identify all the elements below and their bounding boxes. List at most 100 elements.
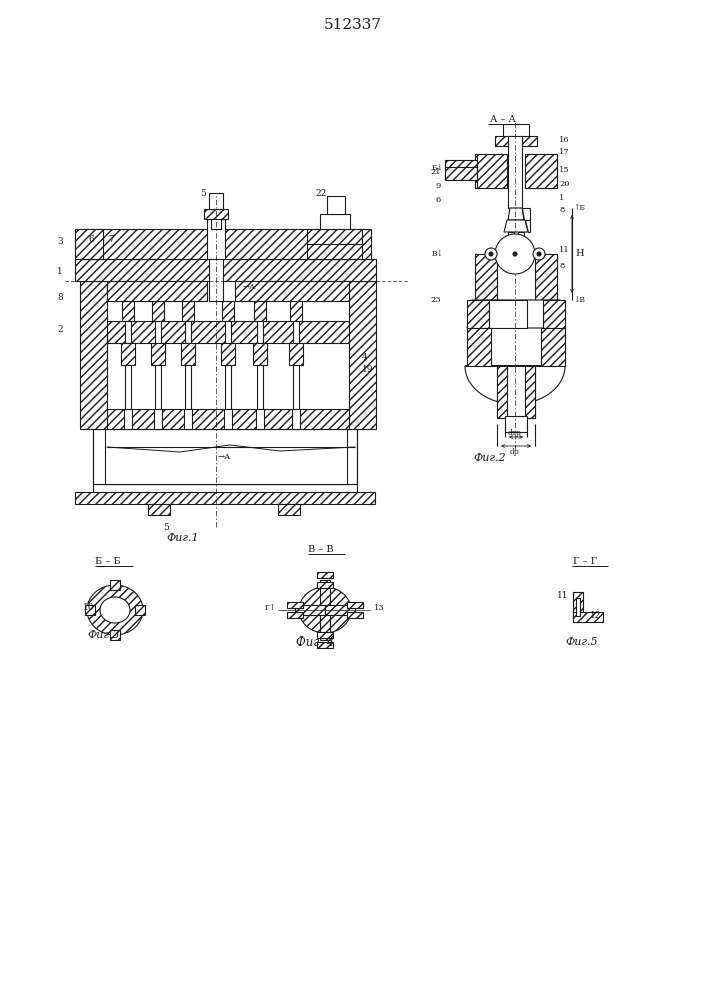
- Bar: [184, 409, 192, 429]
- Bar: [541, 328, 565, 366]
- Circle shape: [495, 234, 535, 274]
- Bar: [135, 605, 145, 615]
- Bar: [182, 301, 194, 321]
- Text: ↑Б: ↑Б: [573, 204, 585, 212]
- Bar: [257, 321, 263, 343]
- Bar: [573, 592, 583, 622]
- Bar: [110, 580, 120, 590]
- Bar: [576, 598, 580, 616]
- Text: 22: 22: [315, 190, 326, 198]
- Bar: [508, 232, 514, 244]
- Text: Г – Г: Г – Г: [573, 558, 597, 566]
- Text: 6: 6: [88, 235, 94, 244]
- Text: ↓В: ↓В: [573, 296, 585, 304]
- Bar: [475, 154, 507, 188]
- Bar: [467, 300, 489, 328]
- Bar: [327, 196, 345, 214]
- Text: Н: Н: [575, 249, 583, 258]
- Text: 5: 5: [200, 190, 206, 198]
- Text: 19: 19: [362, 365, 373, 374]
- Bar: [287, 602, 303, 608]
- Polygon shape: [504, 220, 528, 232]
- Circle shape: [537, 252, 541, 256]
- Circle shape: [489, 252, 493, 256]
- Text: А – А: А – А: [490, 115, 516, 124]
- Text: Г↑: Г↑: [264, 604, 276, 612]
- Bar: [253, 343, 267, 365]
- Bar: [85, 605, 95, 615]
- Text: 4: 4: [362, 353, 368, 361]
- Bar: [320, 214, 350, 229]
- Bar: [290, 301, 302, 321]
- Text: 15: 15: [559, 166, 570, 174]
- Bar: [80, 281, 107, 429]
- Bar: [107, 321, 349, 343]
- Text: 11: 11: [559, 246, 570, 254]
- Bar: [204, 209, 228, 219]
- Text: В↓: В↓: [432, 250, 444, 258]
- Bar: [125, 321, 131, 343]
- Text: 23: 23: [431, 296, 441, 304]
- Bar: [543, 300, 565, 328]
- Text: 12: 12: [590, 610, 602, 619]
- Ellipse shape: [100, 597, 130, 623]
- Text: 9: 9: [436, 182, 441, 190]
- Text: 8: 8: [57, 292, 63, 302]
- Bar: [107, 409, 349, 429]
- Bar: [105, 429, 347, 484]
- Bar: [148, 504, 170, 515]
- Bar: [505, 416, 527, 432]
- Bar: [211, 211, 221, 229]
- Bar: [124, 409, 132, 429]
- Text: →А: →А: [218, 453, 231, 461]
- Bar: [293, 365, 299, 409]
- Bar: [181, 343, 195, 365]
- Bar: [256, 409, 264, 429]
- Bar: [225, 321, 231, 343]
- Text: →А: →А: [243, 283, 257, 291]
- Bar: [93, 429, 357, 484]
- Bar: [320, 610, 330, 640]
- Bar: [185, 321, 191, 343]
- Bar: [185, 365, 191, 409]
- Bar: [221, 343, 235, 365]
- Bar: [325, 605, 355, 615]
- Text: 1: 1: [57, 267, 63, 276]
- Text: 2: 2: [57, 326, 63, 334]
- Bar: [475, 254, 497, 300]
- Text: 10: 10: [83, 602, 95, 611]
- Bar: [347, 612, 363, 618]
- Text: Б↓: Б↓: [432, 164, 444, 172]
- Bar: [122, 301, 134, 321]
- Text: 3: 3: [57, 237, 63, 246]
- Bar: [317, 642, 333, 648]
- Bar: [209, 193, 223, 209]
- Bar: [525, 366, 535, 418]
- Bar: [292, 409, 300, 429]
- Bar: [152, 301, 164, 321]
- Bar: [151, 343, 165, 365]
- Bar: [254, 301, 266, 321]
- Circle shape: [533, 248, 545, 260]
- Bar: [75, 229, 103, 259]
- Bar: [347, 602, 363, 608]
- Bar: [155, 365, 161, 409]
- Text: 512337: 512337: [324, 18, 382, 32]
- Text: dр: dр: [510, 448, 520, 456]
- Bar: [80, 229, 371, 259]
- Bar: [503, 124, 529, 136]
- Polygon shape: [467, 300, 565, 328]
- Polygon shape: [522, 208, 530, 220]
- Bar: [125, 365, 131, 409]
- Bar: [207, 219, 225, 259]
- Bar: [497, 366, 535, 418]
- Text: dтр: dтр: [508, 429, 522, 437]
- Ellipse shape: [87, 585, 143, 635]
- Bar: [222, 301, 234, 321]
- Circle shape: [513, 252, 517, 256]
- Bar: [93, 484, 357, 492]
- Bar: [295, 605, 325, 615]
- Bar: [317, 632, 333, 638]
- Bar: [535, 254, 557, 300]
- Bar: [349, 281, 376, 429]
